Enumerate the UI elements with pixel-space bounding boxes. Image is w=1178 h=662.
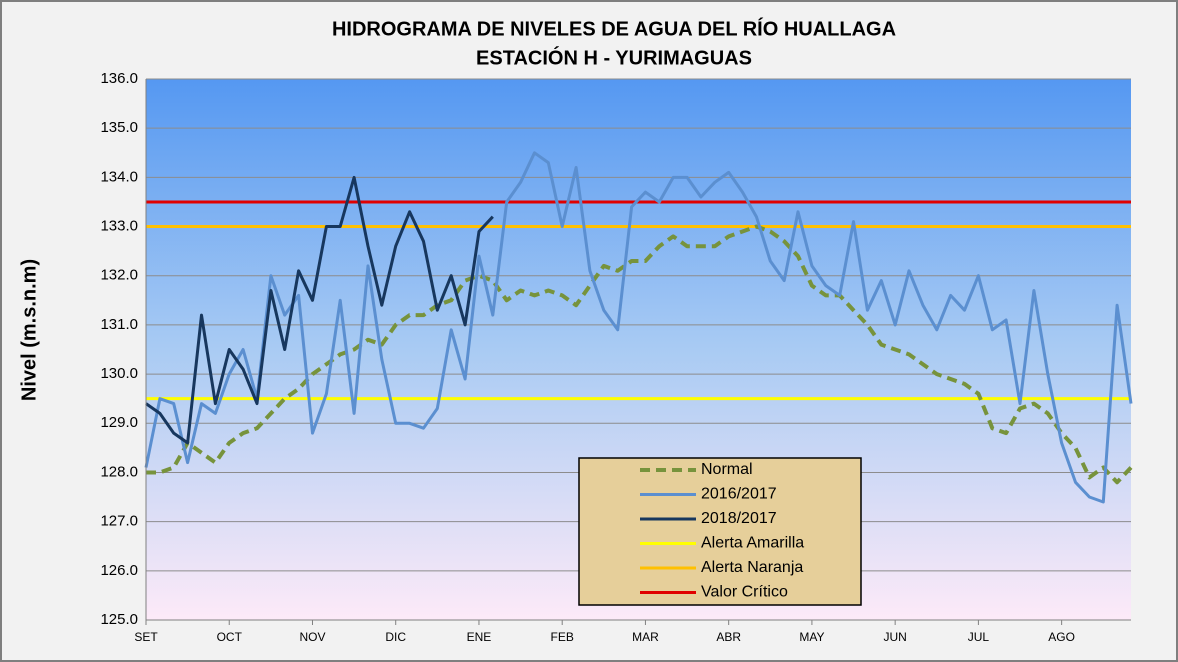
legend-label: 2018/2017 — [701, 510, 777, 527]
legend-label: Alerta Amarilla — [701, 535, 804, 552]
series-line — [144, 151, 1133, 504]
y-axis-label: Nivel (m.s.n.m) — [18, 259, 40, 401]
legend-label: Valor Crítico — [701, 584, 788, 601]
legend-box — [578, 457, 862, 606]
x-tick-label: OCT — [217, 630, 243, 644]
y-tick-label: 132.0 — [100, 267, 138, 284]
legend-label: Alerta Naranja — [701, 559, 803, 576]
x-tick-label: JUL — [968, 630, 990, 644]
x-tick-label: AGO — [1048, 630, 1075, 644]
y-tick-label: 126.0 — [100, 562, 138, 579]
y-tick-label: 125.0 — [100, 611, 138, 628]
x-tick-label: FEB — [551, 630, 574, 644]
y-tick-label: 136.0 — [100, 70, 138, 87]
x-tick-label: MAY — [799, 630, 824, 644]
series-line — [145, 175, 494, 445]
x-tick-label: JUN — [883, 630, 906, 644]
y-tick-label: 128.0 — [100, 463, 138, 480]
x-tick-label: MAR — [632, 630, 659, 644]
y-tick-label: 129.0 — [100, 414, 138, 431]
chart-subtitle: ESTACIÓN H - YURIMAGUAS — [476, 45, 752, 69]
y-tick-label: 131.0 — [100, 316, 138, 333]
y-tick-label: 135.0 — [100, 119, 138, 136]
x-tick-label: ABR — [716, 630, 741, 644]
y-tick-label: 130.0 — [100, 365, 138, 382]
x-tick-label: DIC — [385, 630, 406, 644]
legend-label: 2016/2017 — [701, 486, 777, 503]
x-tick-label: SET — [134, 630, 158, 644]
y-tick-label: 127.0 — [100, 513, 138, 530]
chart-title: HIDROGRAMA DE NIVELES DE AGUA DEL RÍO HU… — [332, 17, 896, 40]
y-tick-label: 133.0 — [100, 218, 138, 235]
y-tick-label: 134.0 — [100, 168, 138, 185]
x-tick-label: ENE — [467, 630, 492, 644]
series-line — [146, 224, 1133, 485]
x-tick-label: NOV — [299, 630, 325, 644]
legend-label: Normal — [701, 461, 753, 478]
